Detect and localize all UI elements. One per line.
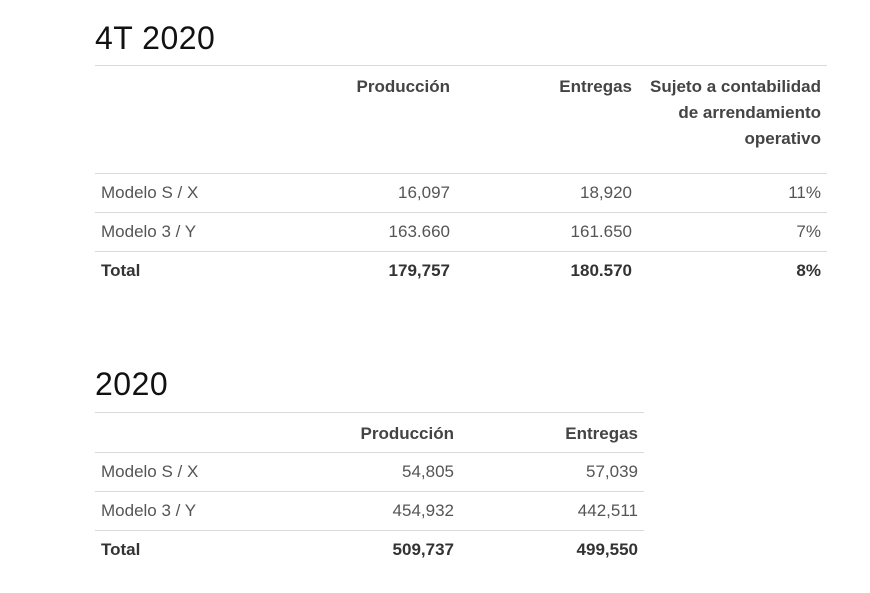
- header-deliveries: Entregas: [456, 65, 638, 174]
- q4-header-row: Producción Entregas Sujeto a contabilida…: [95, 65, 827, 174]
- q4-table: Producción Entregas Sujeto a contabilida…: [95, 65, 827, 290]
- production-value: 16,097: [276, 173, 456, 213]
- total-deliveries: 499,550: [460, 530, 644, 569]
- lease-value: 11%: [638, 173, 827, 213]
- total-label: Total: [95, 251, 276, 290]
- header-production: Producción: [276, 412, 460, 453]
- header-deliveries: Entregas: [460, 412, 644, 453]
- production-value: 54,805: [276, 452, 460, 492]
- total-row: Total 509,737 499,550: [95, 530, 644, 569]
- table-row: Modelo S / X 54,805 57,039: [95, 452, 644, 492]
- total-deliveries: 180.570: [456, 251, 638, 290]
- deliveries-value: 442,511: [460, 491, 644, 531]
- production-value: 454,932: [276, 491, 460, 531]
- production-value: 163.660: [276, 212, 456, 252]
- total-production: 179,757: [276, 251, 456, 290]
- header-empty: [95, 65, 276, 174]
- header-production: Producción: [276, 65, 456, 174]
- deliveries-value: 18,920: [456, 173, 638, 213]
- deliveries-value: 161.650: [456, 212, 638, 252]
- deliveries-value: 57,039: [460, 452, 644, 492]
- model-name: Modelo S / X: [95, 452, 276, 492]
- total-label: Total: [95, 530, 276, 569]
- table-row: Modelo S / X 16,097 18,920 11%: [95, 173, 827, 213]
- year-header-row: Producción Entregas: [95, 412, 644, 453]
- total-production: 509,737: [276, 530, 460, 569]
- q4-section-title: 4T 2020: [95, 20, 216, 56]
- model-name: Modelo 3 / Y: [95, 491, 276, 531]
- model-name: Modelo 3 / Y: [95, 212, 276, 252]
- model-name: Modelo S / X: [95, 173, 276, 213]
- header-operating-lease: Sujeto a contabilidad de arrendamiento o…: [638, 65, 827, 174]
- table-row: Modelo 3 / Y 163.660 161.650 7%: [95, 212, 827, 252]
- total-row: Total 179,757 180.570 8%: [95, 251, 827, 290]
- year-2020-section: 2020 Producción Entregas Modelo S / X 54…: [95, 368, 644, 569]
- table-row: Modelo 3 / Y 454,932 442,511: [95, 491, 644, 531]
- year-table: Producción Entregas Modelo S / X 54,805 …: [95, 412, 644, 569]
- lease-value: 7%: [638, 212, 827, 252]
- total-lease: 8%: [638, 251, 827, 290]
- header-empty: [95, 412, 276, 453]
- q4-2020-section: 4T 2020 Producción Entregas Sujeto a con…: [95, 22, 827, 290]
- year-section-title: 2020: [95, 366, 169, 402]
